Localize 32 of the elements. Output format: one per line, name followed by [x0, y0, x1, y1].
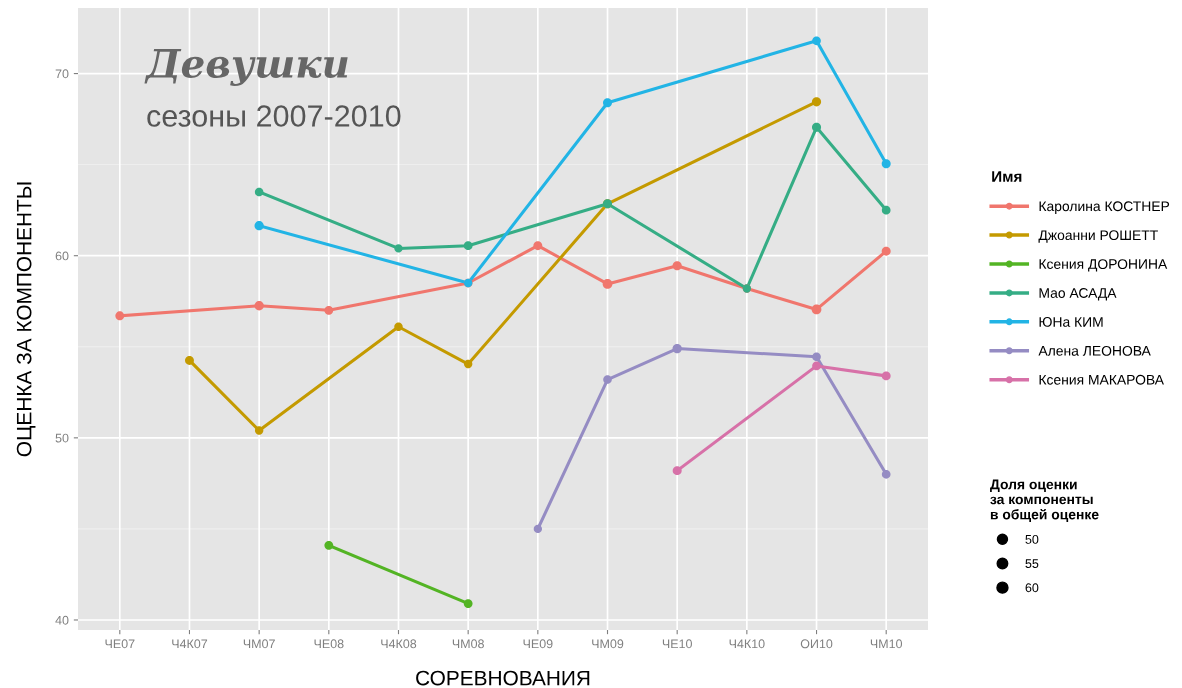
x-tick-label: ЧЕ10 — [662, 639, 692, 649]
text: сезоны 2007-2010 — [147, 105, 401, 127]
legend-label: Алена ЛЕОНОВА — [1038, 345, 1151, 356]
legend-label: 50 — [1025, 534, 1039, 544]
legend-label: Ксения МАКАРОВА — [1039, 374, 1164, 385]
legend-label: 60 — [1025, 583, 1039, 593]
y-tick-label: 40 — [55, 615, 69, 625]
legend-label: Джоанни РОШЕТТ — [1038, 230, 1158, 243]
legend-title: Имя — [992, 171, 1022, 182]
legend-label: Ксения ДОРОНИНА — [1039, 259, 1168, 272]
x-tick-label: ЧМ10 — [870, 639, 903, 649]
legend-label: Мао АСАДА — [1039, 288, 1117, 301]
x-tick-label: Ч4К10 — [729, 639, 765, 649]
legend-label: Каролина КОСТНЕР — [1039, 201, 1170, 214]
x-tick-label: ЧЕ09 — [523, 639, 553, 649]
x-tick-label: ЧМ08 — [452, 639, 484, 649]
legend-label: ЮНа КИМ — [1039, 317, 1103, 327]
x-tick-label: ЧМ07 — [243, 639, 275, 649]
x-tick-label: ОИ10 — [800, 639, 833, 649]
y-tick-label: 70 — [55, 69, 69, 79]
x-tick-label: ЧЕ07 — [105, 639, 135, 649]
x-tick-label: ЧЕ08 — [314, 639, 344, 649]
legend-label: 55 — [1025, 559, 1039, 568]
x-tick-label: ЧМ09 — [592, 639, 624, 649]
y-tick-label: 50 — [55, 433, 69, 443]
text: Девушки — [144, 49, 348, 87]
x-tick-label: Ч4К07 — [172, 639, 208, 649]
x-axis-title: СОРЕВНОВАНИЯ — [416, 670, 590, 686]
y-tick-label: 60 — [55, 251, 69, 261]
text: Доля оценки за компоненты в общей оценке — [990, 479, 1099, 523]
y-axis-title: ОЦЕНКА ЗА КОМПОНЕНТЫ — [16, 182, 36, 457]
x-tick-label: Ч4К08 — [381, 639, 417, 649]
